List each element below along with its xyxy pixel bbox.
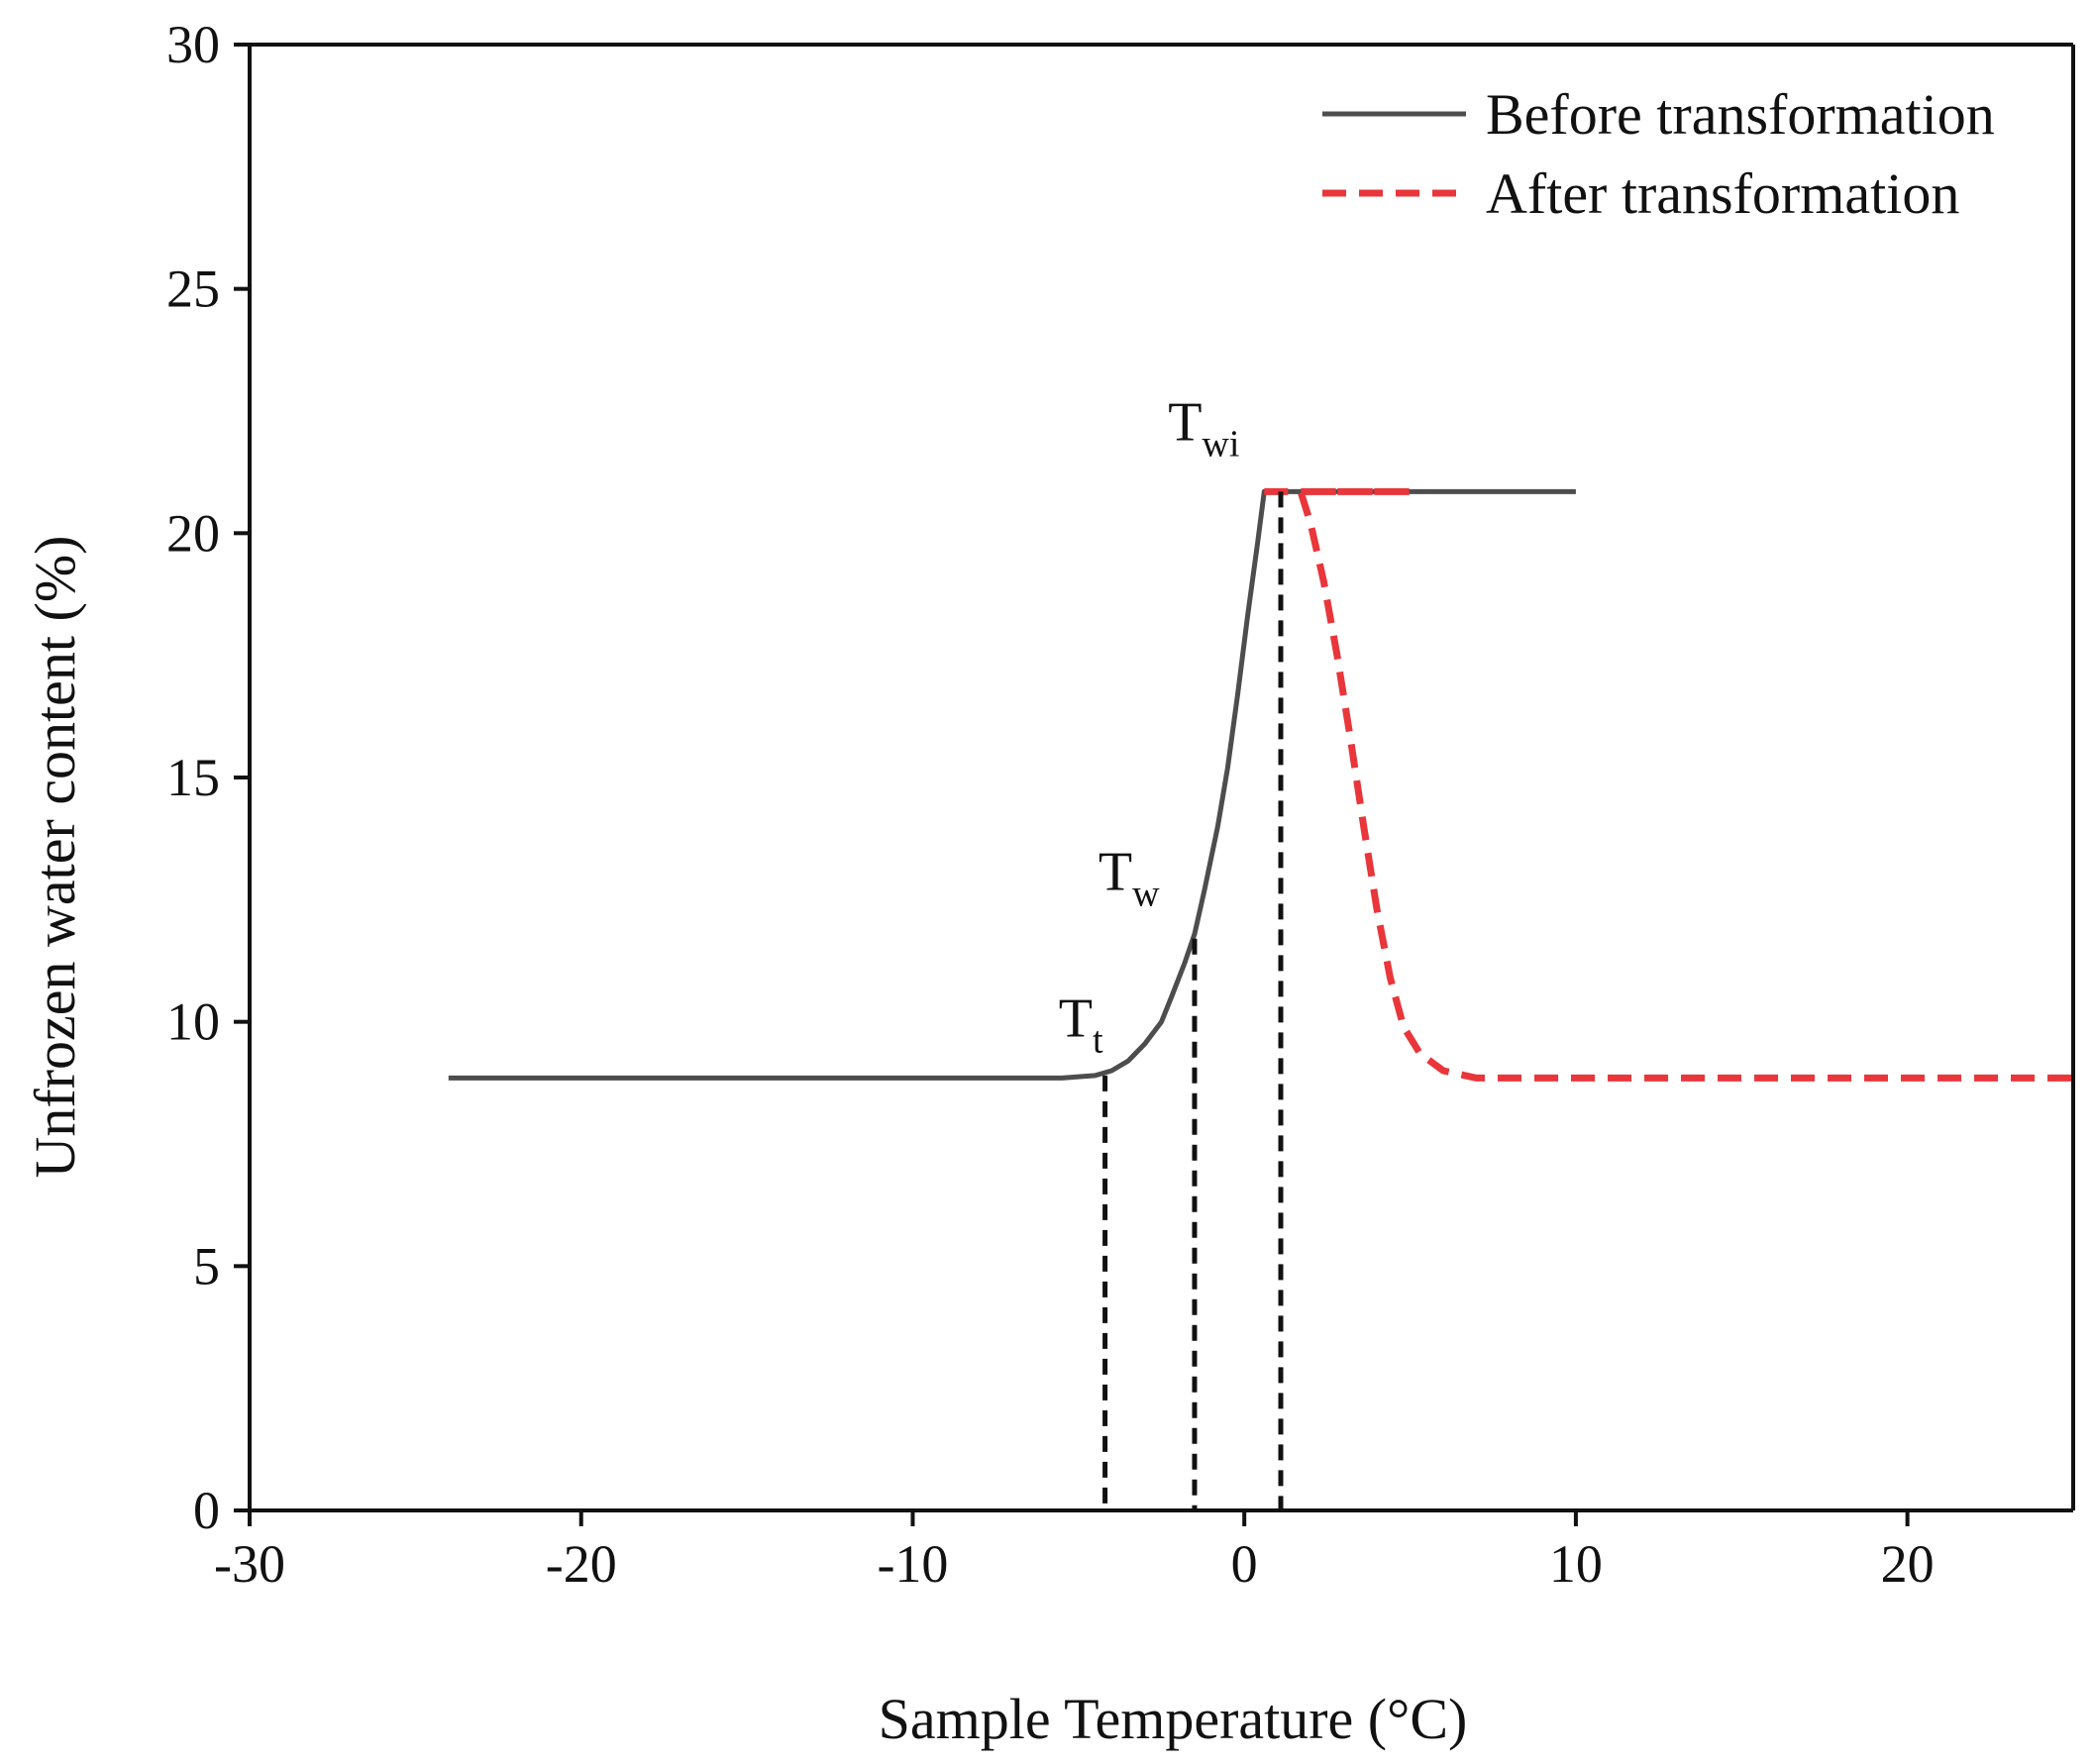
x-tick-label: 10 xyxy=(1549,1534,1603,1594)
annotation-label-1: Tt xyxy=(1059,987,1103,1061)
annotation-subscript: wi xyxy=(1202,424,1239,466)
x-tick-label: -20 xyxy=(546,1534,617,1594)
series-line-after-transformation xyxy=(1264,487,2073,1082)
x-tick-label: 20 xyxy=(1881,1534,1935,1594)
legend-label-2: After transformation xyxy=(1486,161,1959,226)
annotation-label-2: Tw xyxy=(1099,841,1160,914)
annotation-label-3: Twi xyxy=(1168,392,1239,466)
y-tick-label: 10 xyxy=(166,992,220,1052)
x-axis-title: Sample Temperature (°C) xyxy=(879,1687,1468,1751)
y-tick-label: 15 xyxy=(166,748,220,807)
x-tick-label: -10 xyxy=(877,1534,948,1594)
y-tick-label: 20 xyxy=(166,503,220,563)
y-tick-label: 30 xyxy=(166,15,220,74)
y-tick-label: 0 xyxy=(193,1481,220,1540)
y-tick-label: 5 xyxy=(193,1236,220,1296)
y-tick-label: 25 xyxy=(166,259,220,319)
legend-label-1: Before transformation xyxy=(1486,82,1995,147)
series-line-before-transformation xyxy=(448,488,1576,1081)
x-tick-label: 0 xyxy=(1231,1534,1258,1594)
annotation-subscript: t xyxy=(1093,1019,1103,1061)
x-tick-label: -30 xyxy=(214,1534,285,1594)
y-axis-title: Unfrozen water content (%) xyxy=(23,536,87,1179)
annotation-subscript: w xyxy=(1132,873,1160,914)
